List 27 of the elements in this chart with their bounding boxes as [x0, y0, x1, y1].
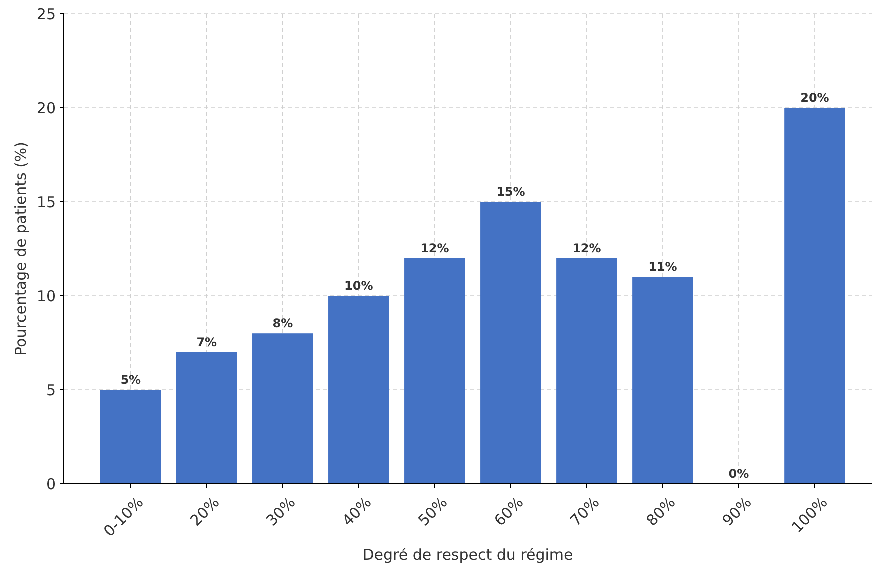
bar — [480, 202, 542, 484]
data-label: 12% — [420, 241, 450, 256]
data-label: 0% — [728, 467, 750, 481]
data-label: 7% — [196, 335, 218, 350]
y-tick-label: 15 — [36, 193, 56, 212]
y-tick-label: 0 — [46, 475, 56, 494]
y-tick-label: 20 — [36, 99, 56, 118]
bar — [176, 352, 238, 484]
bar — [328, 296, 390, 484]
bar — [784, 108, 846, 484]
bar — [252, 334, 314, 484]
bar — [100, 390, 162, 484]
bar — [404, 258, 466, 484]
y-tick-label: 10 — [36, 287, 56, 306]
data-label: 10% — [344, 279, 374, 293]
y-tick-label: 25 — [36, 5, 56, 24]
data-label: 20% — [800, 91, 830, 105]
y-axis-title: Pourcentage de patients (%) — [12, 142, 30, 356]
data-label: 11% — [648, 260, 678, 274]
y-tick-label: 5 — [46, 381, 56, 400]
x-axis-title: Degré de respect du régime — [362, 546, 574, 564]
bar — [556, 258, 618, 484]
data-label: 8% — [272, 316, 294, 331]
data-label: 15% — [496, 185, 526, 199]
data-label: 5% — [120, 373, 142, 387]
bar — [632, 277, 694, 484]
data-label: 12% — [572, 241, 602, 256]
